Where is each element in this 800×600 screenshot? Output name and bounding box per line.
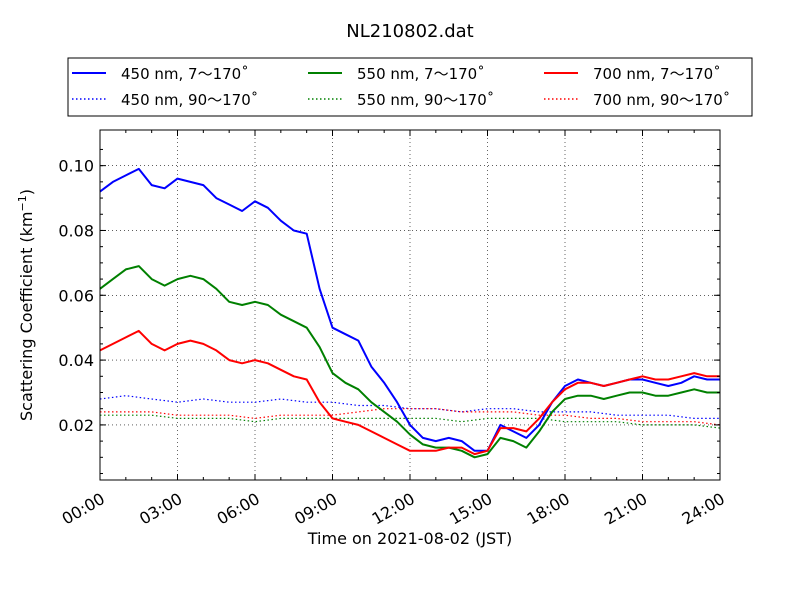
grid-lines bbox=[100, 130, 720, 480]
series-line bbox=[99, 329, 720, 456]
plot-area bbox=[99, 167, 721, 459]
legend-label: 450 nm, 90～170˚ bbox=[121, 91, 258, 109]
y-axis-label: Scattering Coefficient (km−1) bbox=[16, 189, 37, 421]
legend-label: 550 nm, 7～170˚ bbox=[357, 65, 485, 83]
legend-label: 550 nm, 90～170˚ bbox=[357, 91, 494, 109]
legend-label: 700 nm, 7～170˚ bbox=[593, 65, 721, 83]
legend: 450 nm, 7～170˚ 450 nm, 90～170˚ 550 nm, 7～1… bbox=[67, 57, 753, 117]
y-tick-label: 0.04 bbox=[58, 351, 94, 370]
chart-title: NL210802.dat bbox=[346, 21, 473, 42]
series-line bbox=[99, 395, 720, 419]
legend-box bbox=[67, 57, 753, 117]
series-line bbox=[99, 265, 720, 459]
y-tick-label: 0.10 bbox=[58, 157, 94, 176]
y-tick-label: 0.08 bbox=[58, 221, 94, 240]
y-tick-label: 0.06 bbox=[58, 286, 94, 305]
legend-label: 700 nm, 90～170˚ bbox=[593, 91, 730, 109]
y-tick-label: 0.02 bbox=[58, 416, 94, 435]
x-axis-label: Time on 2021-08-02 (JST) bbox=[307, 529, 512, 548]
legend-label: 450 nm, 7～170˚ bbox=[121, 65, 249, 83]
y-axis: 0.02 0.04 0.06 0.08 0.10 bbox=[58, 148, 720, 475]
